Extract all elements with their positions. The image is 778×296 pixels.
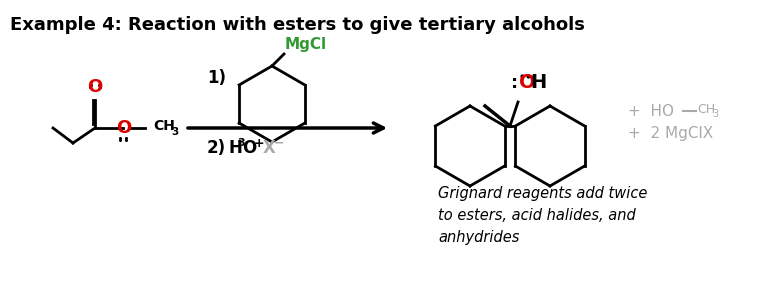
Text: MgCl: MgCl <box>285 37 327 52</box>
Text: 3: 3 <box>237 138 244 148</box>
Text: 1): 1) <box>207 69 226 87</box>
Text: 3: 3 <box>171 127 178 137</box>
Text: −: − <box>274 136 285 149</box>
Text: 3: 3 <box>712 109 718 119</box>
Text: :: : <box>511 74 518 92</box>
Text: CH: CH <box>153 119 175 133</box>
Text: O: O <box>117 119 131 137</box>
Text: X: X <box>263 139 276 157</box>
Text: +  2 MgClX: + 2 MgClX <box>628 126 713 141</box>
Text: O: O <box>519 73 535 92</box>
Text: +: + <box>254 136 265 149</box>
Text: H: H <box>228 139 242 157</box>
Text: Example 4: Reaction with esters to give tertiary alcohols: Example 4: Reaction with esters to give … <box>10 16 585 34</box>
Text: O: O <box>242 139 256 157</box>
Text: H: H <box>530 73 546 92</box>
Text: O: O <box>87 78 103 96</box>
Text: 2): 2) <box>207 139 226 157</box>
Text: Grignard reagents add twice
to esters, acid halides, and
anhydrides: Grignard reagents add twice to esters, a… <box>438 186 647 245</box>
Text: CH: CH <box>697 102 715 115</box>
Text: +  HO: + HO <box>628 104 674 118</box>
